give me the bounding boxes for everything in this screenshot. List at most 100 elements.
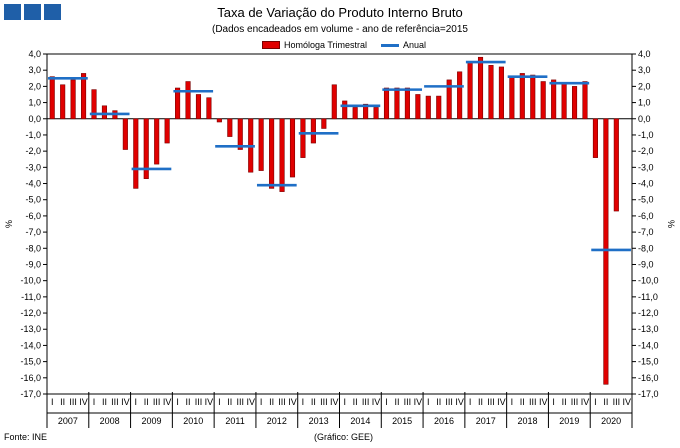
x-quarter-label: III <box>195 397 203 407</box>
x-year-label: 2012 <box>267 416 287 426</box>
bar-quarterly <box>206 97 212 120</box>
y-tick-label-right: -11,0 <box>638 292 658 302</box>
x-quarter-label: II <box>562 397 567 407</box>
bar-quarterly <box>321 118 327 129</box>
y-tick-label-right: -3,0 <box>638 162 654 172</box>
bar-quarterly <box>383 87 390 120</box>
y-tick-label-right: -1,0 <box>638 130 654 140</box>
y-tick-label-right: 1,0 <box>638 98 651 108</box>
x-quarter-label: I <box>469 397 472 407</box>
legend: Homóloga Trimestral Anual <box>262 40 426 50</box>
bar-quarterly <box>122 118 128 150</box>
x-quarter-label: I <box>343 397 346 407</box>
bar-quarterly <box>582 81 588 120</box>
legend-annual-label: Anual <box>403 40 427 50</box>
y-tick-label-left: -3,0 <box>25 162 41 172</box>
bar-quarterly <box>91 89 97 120</box>
bar-quarterly <box>467 61 473 120</box>
y-tick-label-left: -4,0 <box>25 179 41 189</box>
bar-quarterly <box>175 87 181 120</box>
x-quarter-label: IV <box>623 397 632 407</box>
x-year-label: 2007 <box>58 416 78 426</box>
x-quarter-label: II <box>394 397 399 407</box>
ine-logo <box>4 4 61 20</box>
y-tick-label-right: 0,0 <box>638 114 651 124</box>
x-quarter-label: III <box>237 397 245 407</box>
bar-quarterly <box>331 84 337 120</box>
bar-quarterly <box>498 66 504 120</box>
x-quarter-label: I <box>218 397 221 407</box>
x-quarter-label: III <box>571 397 579 407</box>
x-quarter-label: II <box>603 397 608 407</box>
bar-quarterly <box>185 81 191 120</box>
y-tick-label-right: -6,0 <box>638 211 654 221</box>
x-quarter-label: I <box>427 397 430 407</box>
bar-quarterly <box>519 73 525 120</box>
bar-quarterly <box>81 73 87 120</box>
y-tick-label-right: -7,0 <box>638 227 654 237</box>
x-quarter-label: I <box>176 397 179 407</box>
y-tick-label-right: -17,0 <box>638 389 659 399</box>
y-tick-label-right: 3,0 <box>638 65 651 75</box>
x-quarter-label: III <box>529 397 537 407</box>
y-axis-unit-right: % <box>666 220 676 228</box>
x-quarter-label: IV <box>414 397 423 407</box>
x-quarter-label: III <box>69 397 77 407</box>
y-tick-label-left: -16,0 <box>20 373 41 383</box>
y-tick-label-right: -13,0 <box>638 324 659 334</box>
x-quarter-label: IV <box>121 397 130 407</box>
x-quarter-label: IV <box>79 397 88 407</box>
x-quarter-label: III <box>111 397 119 407</box>
bar-quarterly <box>540 81 546 120</box>
chart-title: Taxa de Variação do Produto Interno Brut… <box>217 5 463 20</box>
bar-quarterly <box>342 100 348 120</box>
y-tick-label-left: -8,0 <box>25 243 41 253</box>
y-tick-label-right: -12,0 <box>638 308 659 318</box>
x-quarter-label: III <box>320 397 328 407</box>
y-tick-label-right: 4,0 <box>638 49 651 59</box>
x-year-label: 2009 <box>141 416 161 426</box>
bar-quarterly <box>195 94 202 120</box>
bar-quarterly <box>561 82 567 120</box>
x-quarter-label: I <box>552 397 555 407</box>
x-quarter-label: IV <box>455 397 464 407</box>
y-tick-label-left: -7,0 <box>25 227 41 237</box>
bar-quarterly <box>613 118 619 212</box>
x-quarter-label: III <box>487 397 495 407</box>
y-tick-label-right: -5,0 <box>638 195 654 205</box>
y-tick-label-left: -15,0 <box>20 357 41 367</box>
logo-block <box>44 4 61 20</box>
bar-quarterly <box>310 118 316 144</box>
x-quarter-label: IV <box>372 397 381 407</box>
bar-quarterly <box>488 65 494 120</box>
y-tick-label-left: 4,0 <box>28 49 41 59</box>
bar-quarterly <box>269 118 275 189</box>
x-quarter-label: IV <box>288 397 297 407</box>
bar-quarterly <box>530 74 536 120</box>
y-tick-label-left: -2,0 <box>25 146 41 156</box>
x-quarter-label: II <box>102 397 107 407</box>
x-year-label: 2013 <box>309 416 329 426</box>
y-tick-label-left: -14,0 <box>20 340 41 350</box>
x-quarter-label: II <box>144 397 149 407</box>
y-tick-label-right: -8,0 <box>638 243 654 253</box>
x-quarter-label: I <box>511 397 514 407</box>
y-tick-label-left: 2,0 <box>28 81 41 91</box>
x-quarter-label: III <box>153 397 161 407</box>
bar-quarterly <box>300 118 306 158</box>
source-note: Fonte: INE <box>4 432 48 442</box>
bar-quarterly <box>237 118 243 150</box>
y-tick-label-left: -1,0 <box>25 130 41 140</box>
x-quarter-label: III <box>445 397 453 407</box>
bar-quarterly <box>143 118 149 179</box>
y-tick-label-left: -11,0 <box>21 292 41 302</box>
bar-quarterly <box>289 118 296 178</box>
y-tick-label-left: -10,0 <box>20 276 41 286</box>
bar-quarterly <box>352 107 358 120</box>
y-tick-label-left: 3,0 <box>28 65 41 75</box>
bar-quarterly <box>60 84 66 120</box>
x-quarter-label: II <box>227 397 232 407</box>
x-quarter-label: IV <box>539 397 548 407</box>
y-tick-label-right: -9,0 <box>638 259 654 269</box>
